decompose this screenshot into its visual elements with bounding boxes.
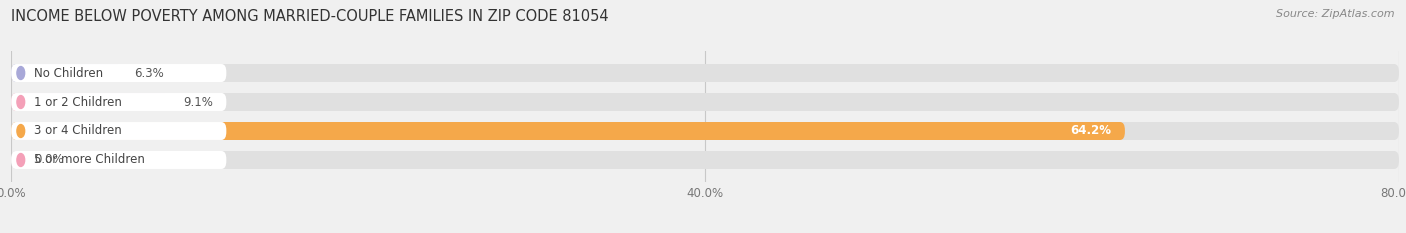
Text: 64.2%: 64.2% bbox=[1070, 124, 1111, 137]
FancyBboxPatch shape bbox=[11, 64, 1399, 82]
Text: 9.1%: 9.1% bbox=[183, 96, 212, 109]
Text: 3 or 4 Children: 3 or 4 Children bbox=[34, 124, 121, 137]
Circle shape bbox=[17, 67, 25, 79]
FancyBboxPatch shape bbox=[11, 122, 1399, 140]
FancyBboxPatch shape bbox=[11, 93, 1399, 111]
Text: 6.3%: 6.3% bbox=[135, 66, 165, 79]
FancyBboxPatch shape bbox=[11, 64, 121, 82]
Text: 0.0%: 0.0% bbox=[34, 154, 63, 167]
FancyBboxPatch shape bbox=[11, 93, 226, 111]
FancyBboxPatch shape bbox=[11, 122, 226, 140]
Text: Source: ZipAtlas.com: Source: ZipAtlas.com bbox=[1277, 9, 1395, 19]
Circle shape bbox=[17, 154, 25, 166]
FancyBboxPatch shape bbox=[11, 93, 169, 111]
Text: No Children: No Children bbox=[34, 66, 103, 79]
FancyBboxPatch shape bbox=[11, 122, 1125, 140]
FancyBboxPatch shape bbox=[11, 64, 226, 82]
FancyBboxPatch shape bbox=[11, 151, 1399, 169]
Circle shape bbox=[17, 96, 25, 109]
Circle shape bbox=[17, 124, 25, 137]
Text: INCOME BELOW POVERTY AMONG MARRIED-COUPLE FAMILIES IN ZIP CODE 81054: INCOME BELOW POVERTY AMONG MARRIED-COUPL… bbox=[11, 9, 609, 24]
FancyBboxPatch shape bbox=[11, 151, 226, 169]
Text: 5 or more Children: 5 or more Children bbox=[34, 154, 145, 167]
Text: 1 or 2 Children: 1 or 2 Children bbox=[34, 96, 122, 109]
